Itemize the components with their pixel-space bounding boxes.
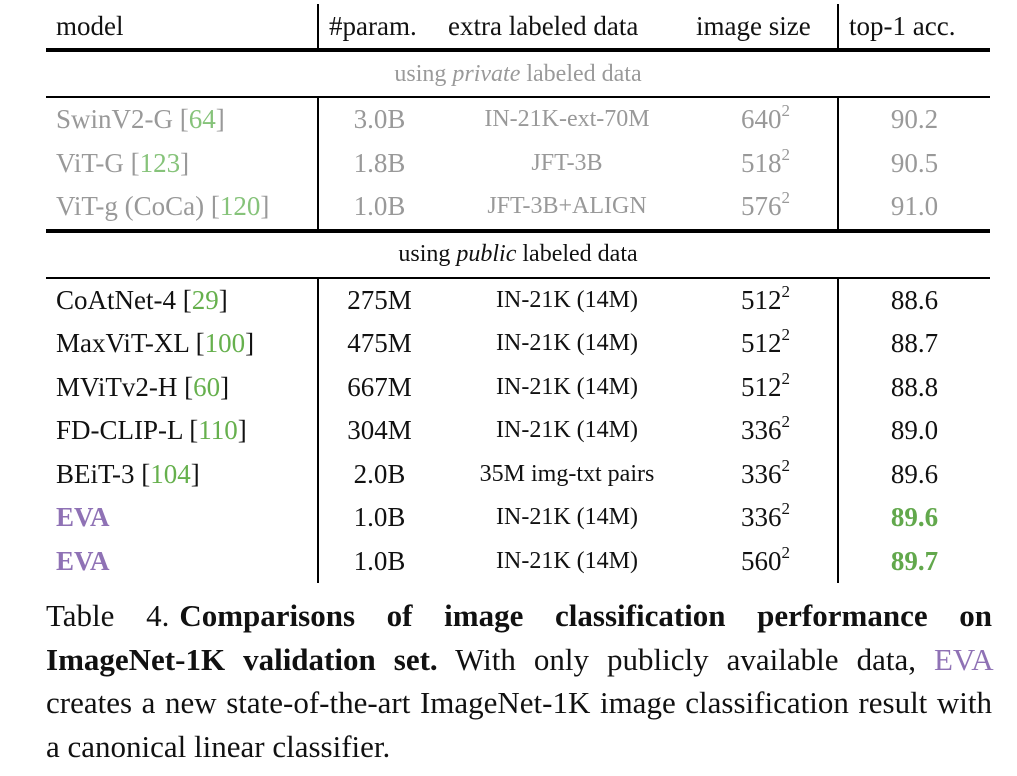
- citation-link[interactable]: 60: [193, 371, 221, 402]
- cell-top1-acc: 89.0: [837, 409, 990, 453]
- cell-param: 2.0B: [317, 452, 440, 496]
- section-public: using public labeled data: [46, 230, 990, 279]
- cell-image-size: 5122: [741, 368, 790, 402]
- cell-extra-data: IN-21K-ext-70M: [484, 106, 650, 133]
- cell-image-size: 5182: [741, 144, 790, 178]
- cell-model: MaxViT-XL [100]: [56, 328, 255, 359]
- cell-image-size: 3362: [741, 412, 790, 446]
- cell-param: 667M: [317, 365, 440, 409]
- header-row: model #param. extra labeled data image s…: [46, 4, 990, 50]
- cell-param: 3.0B: [317, 97, 440, 142]
- citation-link[interactable]: 100: [204, 328, 246, 359]
- results-table: model #param. extra labeled data image s…: [46, 4, 990, 583]
- citation-link[interactable]: 104: [150, 458, 191, 489]
- section-private-label: using private labeled data: [46, 50, 990, 98]
- header-model: model: [56, 10, 124, 41]
- cell-param: 475M: [317, 322, 440, 366]
- citation-link[interactable]: 29: [191, 284, 219, 315]
- cell-image-size: 3362: [741, 455, 790, 489]
- header-param: #param.: [317, 4, 440, 50]
- citation-link[interactable]: 120: [219, 191, 261, 222]
- caption-text-1: With only publicly available data,: [437, 641, 934, 677]
- cell-extra-data: IN-21K (14M): [496, 504, 638, 531]
- cell-extra-data: IN-21K (14M): [496, 286, 638, 313]
- cell-top1-acc: 89.6: [837, 452, 990, 496]
- cell-extra-data: IN-21K (14M): [496, 547, 638, 574]
- table-row: ViT-g (CoCa) [120] 1.0B JFT-3B+ALIGN 576…: [46, 185, 990, 231]
- cell-image-size: 5602: [741, 542, 790, 576]
- cell-image-size: 5122: [741, 281, 790, 315]
- cell-top1-acc: 88.8: [837, 365, 990, 409]
- cell-model: CoAtNet-4 [29]: [56, 284, 228, 315]
- cell-model: ViT-g (CoCa) [120]: [56, 191, 270, 222]
- cell-extra-data: JFT-3B+ALIGN: [487, 193, 647, 220]
- cell-extra-data: IN-21K (14M): [496, 330, 638, 357]
- table-row: FD-CLIP-L [110] 304M IN-21K (14M) 3362 8…: [46, 409, 990, 453]
- section-public-label: using public labeled data: [46, 230, 990, 279]
- cell-top1-acc: 90.5: [837, 141, 990, 185]
- cell-image-size: 5122: [741, 325, 790, 359]
- results-table-container: model #param. extra labeled data image s…: [46, 4, 990, 583]
- cell-image-size: 5762: [741, 188, 790, 222]
- cell-extra-data: 35M img-txt pairs: [479, 460, 655, 487]
- cell-param: 1.8B: [317, 141, 440, 185]
- cell-param: 1.0B: [317, 185, 440, 231]
- cell-image-size: 3362: [741, 499, 790, 533]
- citation-link[interactable]: 123: [139, 147, 181, 178]
- cell-param: 1.0B: [317, 539, 440, 583]
- cell-model: ViT-G [123]: [56, 147, 190, 178]
- cell-model-eva: EVA: [56, 502, 110, 533]
- cell-model-eva: EVA: [56, 545, 110, 576]
- table-row-eva: EVA 1.0B IN-21K (14M) 5602 89.7: [46, 539, 990, 583]
- cell-param: 1.0B: [317, 496, 440, 540]
- table-row: MViTv2-H [60] 667M IN-21K (14M) 5122 88.…: [46, 365, 990, 409]
- table-row-eva: EVA 1.0B IN-21K (14M) 3362 89.6: [46, 496, 990, 540]
- cell-top1-acc-best: 89.7: [837, 539, 990, 583]
- table-row: MaxViT-XL [100] 475M IN-21K (14M) 5122 8…: [46, 322, 990, 366]
- header-image-size: image size: [696, 10, 811, 41]
- table-row: BEiT-3 [104] 2.0B 35M img-txt pairs 3362…: [46, 452, 990, 496]
- caption-bold-title: Comparisons of image classification perf…: [46, 598, 992, 677]
- cell-param: 275M: [317, 277, 440, 322]
- section-private: using private labeled data: [46, 50, 990, 98]
- cell-model: MViTv2-H [60]: [56, 371, 230, 402]
- cell-top1-acc: 90.2: [837, 97, 990, 142]
- cell-top1-acc-best: 89.6: [837, 496, 990, 540]
- table-row: CoAtNet-4 [29] 275M IN-21K (14M) 5122 88…: [46, 277, 990, 322]
- caption-label: Table 4.: [46, 598, 170, 633]
- cell-top1-acc: 88.7: [837, 322, 990, 366]
- citation-link[interactable]: 64: [188, 104, 216, 135]
- cell-param: 304M: [317, 409, 440, 453]
- cell-model: SwinV2-G [64]: [56, 104, 225, 135]
- cell-model: FD-CLIP-L [110]: [56, 415, 247, 446]
- cell-extra-data: JFT-3B: [531, 149, 603, 176]
- caption-text-2: creates a new state-of-the-art ImageNet-…: [46, 685, 992, 764]
- citation-link[interactable]: 110: [198, 415, 238, 446]
- table-row: ViT-G [123] 1.8B JFT-3B 5182 90.5: [46, 141, 990, 185]
- header-top1-acc: top-1 acc.: [837, 4, 990, 50]
- cell-top1-acc: 91.0: [837, 185, 990, 231]
- table-caption: Table 4. Comparisons of image classificat…: [46, 594, 992, 768]
- cell-model: BEiT-3 [104]: [56, 458, 200, 489]
- cell-extra-data: IN-21K (14M): [496, 373, 638, 400]
- caption-eva-link[interactable]: EVA: [933, 641, 992, 677]
- cell-image-size: 6402: [741, 101, 790, 135]
- table-row: SwinV2-G [64] 3.0B IN-21K-ext-70M 6402 9…: [46, 97, 990, 142]
- header-extra-data: extra labeled data: [448, 10, 639, 41]
- cell-top1-acc: 88.6: [837, 277, 990, 322]
- cell-extra-data: IN-21K (14M): [496, 417, 638, 444]
